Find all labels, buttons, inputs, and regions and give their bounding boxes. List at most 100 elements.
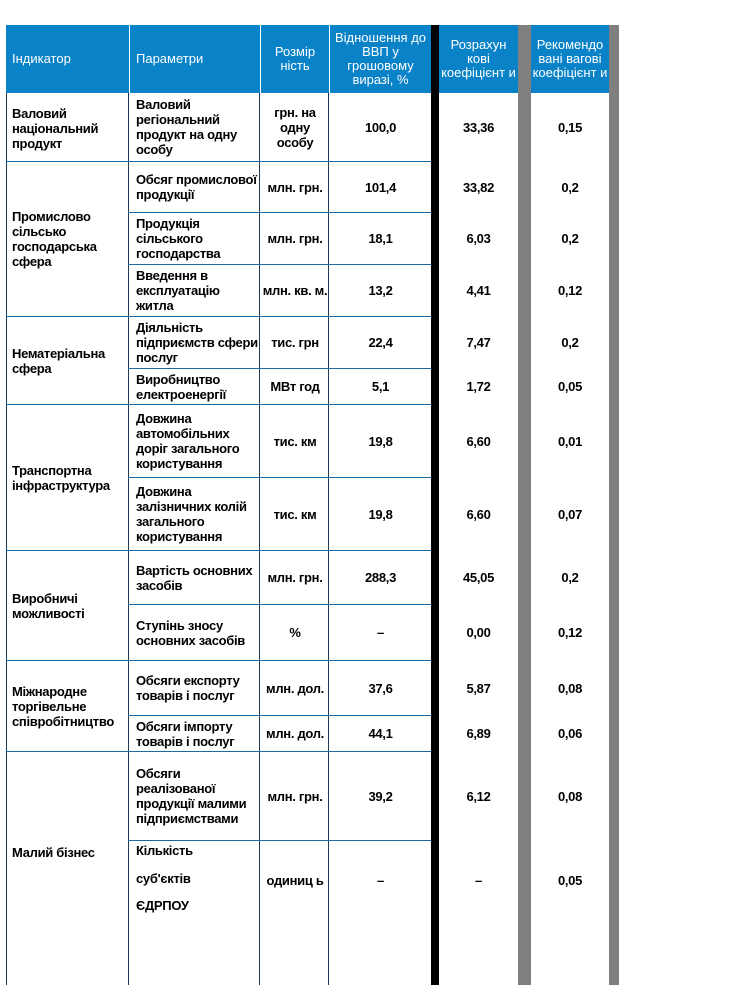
dimension-cell: грн. на одну особу [274,104,316,150]
dimension-cell: млн. дол. [266,726,324,741]
parameter-cell: Обсяги експорту товарів і послуг [136,673,240,703]
rec-weight-cell: 0,2 [561,335,579,350]
grid-line [128,477,431,478]
table-body: Валовий національний продукт Промислово … [6,93,582,985]
grid-line [6,404,431,405]
header-gdp-ratio: Відношення до ВВП у грошовому виразі, % [330,25,431,93]
rec-weight-cell: 0,01 [557,433,583,449]
gdp-ratio-cell: 19,8 [368,506,393,522]
dimension-cell: МВт год [270,379,320,394]
gdp-ratio-cell: – [377,872,384,888]
calc-coef-cell: 6,12 [466,788,491,804]
grid-line [6,93,7,985]
indicator-table: Індикатор Параметри Розмір ність Відноше… [6,25,619,985]
parameter-cell: Кількість суб'єктів ЄДРПОУ [136,841,258,919]
grid-line [6,660,431,661]
parameter-cell: Продукція сільського господарства [136,216,221,261]
indicator-cell: Промислово сільсько господарська сфера [12,209,97,269]
dimension-cell: млн. дол. [266,680,324,696]
header-dimension: Розмір ність [261,25,329,93]
rec-weight-cell: 0,07 [557,506,583,522]
grid-line [128,212,431,213]
gdp-ratio-cell: 18,1 [368,231,393,246]
indicator-cell: Транспортна інфраструктура [12,462,110,493]
grid-line [6,161,431,162]
gdp-ratio-cell: 13,2 [368,283,393,298]
dimension-cell: млн. грн. [267,231,323,246]
parameter-cell: Обсяги імпорту товарів і послуг [136,718,235,749]
gdp-ratio-cell: 100,0 [364,119,397,135]
parameter-cell: Валовий регіональний продукт на одну осо… [136,97,237,157]
calc-coef-cell: 33,36 [462,119,495,135]
gdp-ratio-cell: 37,6 [368,680,393,696]
column-divider-black [431,25,439,985]
header-indicator: Індикатор [6,25,129,93]
grid-line [128,604,431,605]
indicator-cell: Виробничі можливості [12,590,85,621]
parameter-cell: Введення в експлуатацію житла [136,268,220,313]
calc-coef-cell: 0,00 [466,625,491,640]
parameter-cell: Діяльність підприємств сфери послуг [136,320,258,365]
grid-line [259,93,260,985]
parameter-cell: Довжина автомобільних доріг загального к… [136,411,240,471]
indicator-cell: Міжнародне торгівельне співробітництво [12,683,115,729]
calc-coef-cell: 1,72 [466,379,491,394]
grid-line [6,316,431,317]
indicator-cell: Нематеріальна сфера [12,345,105,376]
gdp-ratio-cell: 22,4 [368,335,393,350]
rec-weight-cell: 0,12 [557,283,583,298]
calc-coef-cell: 6,60 [466,433,491,449]
calc-coef-cell: 6,89 [466,726,491,741]
dimension-cell: тис. км [273,433,317,449]
rec-weight-cell: 0,2 [561,179,579,195]
parameter-line: суб'єктів [136,870,191,886]
grid-line [128,840,431,841]
gdp-ratio-cell: 101,4 [364,179,397,195]
rec-weight-cell: 0,12 [557,625,583,640]
rec-weight-cell: 0,08 [557,680,583,696]
dimension-cell: млн. грн. [267,570,323,585]
rec-weight-cell: 0,05 [557,872,583,888]
dimension-cell: тис. грн [271,335,319,350]
dimension-cell: одиниц ь [266,872,324,888]
calc-coef-cell: 45,05 [462,570,495,585]
dimension-cell: млн. кв. м. [262,283,328,298]
calc-coef-cell: 7,47 [466,335,491,350]
dimension-cell: тис. км [273,506,317,522]
indicator-cell: Валовий національний продукт [12,105,99,151]
grid-line [128,93,129,985]
dimension-cell: % [289,625,301,640]
grid-line [128,368,431,369]
header-calc-coef: Розрахун кові коефіцієнт и [439,25,518,93]
calc-coef-cell: 33,82 [462,179,495,195]
grid-line [6,550,431,551]
calc-coef-cell: 5,87 [466,680,491,696]
header-rec-weights: Рекомендо вані вагові коефіцієнт и [531,25,609,93]
gdp-ratio-cell: – [377,625,384,640]
parameter-cell: Виробництво електроенергії [136,371,227,402]
indicator-cell: Малий бізнес [12,844,95,860]
rec-weight-cell: 0,15 [557,119,583,135]
rec-weight-cell: 0,2 [561,231,579,246]
rec-weight-cell: 0,06 [557,726,583,741]
parameter-line: Кількість [136,843,193,858]
calc-coef-cell: – [475,872,482,888]
parameter-cell: Довжина залізничних колій загального кор… [136,484,247,544]
rec-weight-cell: 0,2 [561,570,579,585]
rec-weight-cell: 0,05 [557,379,583,394]
calc-coef-cell: 6,03 [466,231,491,246]
parameter-cell: Обсяг промислової продукції [136,172,257,202]
gdp-ratio-cell: 5,1 [371,379,390,394]
parameter-cell: Вартість основних засобів [136,562,253,593]
calc-coef-cell: 6,60 [466,506,491,522]
grid-line [6,751,431,752]
parameter-line: ЄДРПОУ [136,898,189,913]
grid-line [128,264,431,265]
grid-line [128,715,431,716]
parameter-cell: Ступінь зносу основних засобів [136,617,245,648]
column-divider-gray [609,25,619,985]
gdp-ratio-cell: 44,1 [368,726,393,741]
dimension-cell: млн. грн. [267,788,323,804]
column-divider-gray [518,25,531,985]
gdp-ratio-cell: 19,8 [368,433,393,449]
